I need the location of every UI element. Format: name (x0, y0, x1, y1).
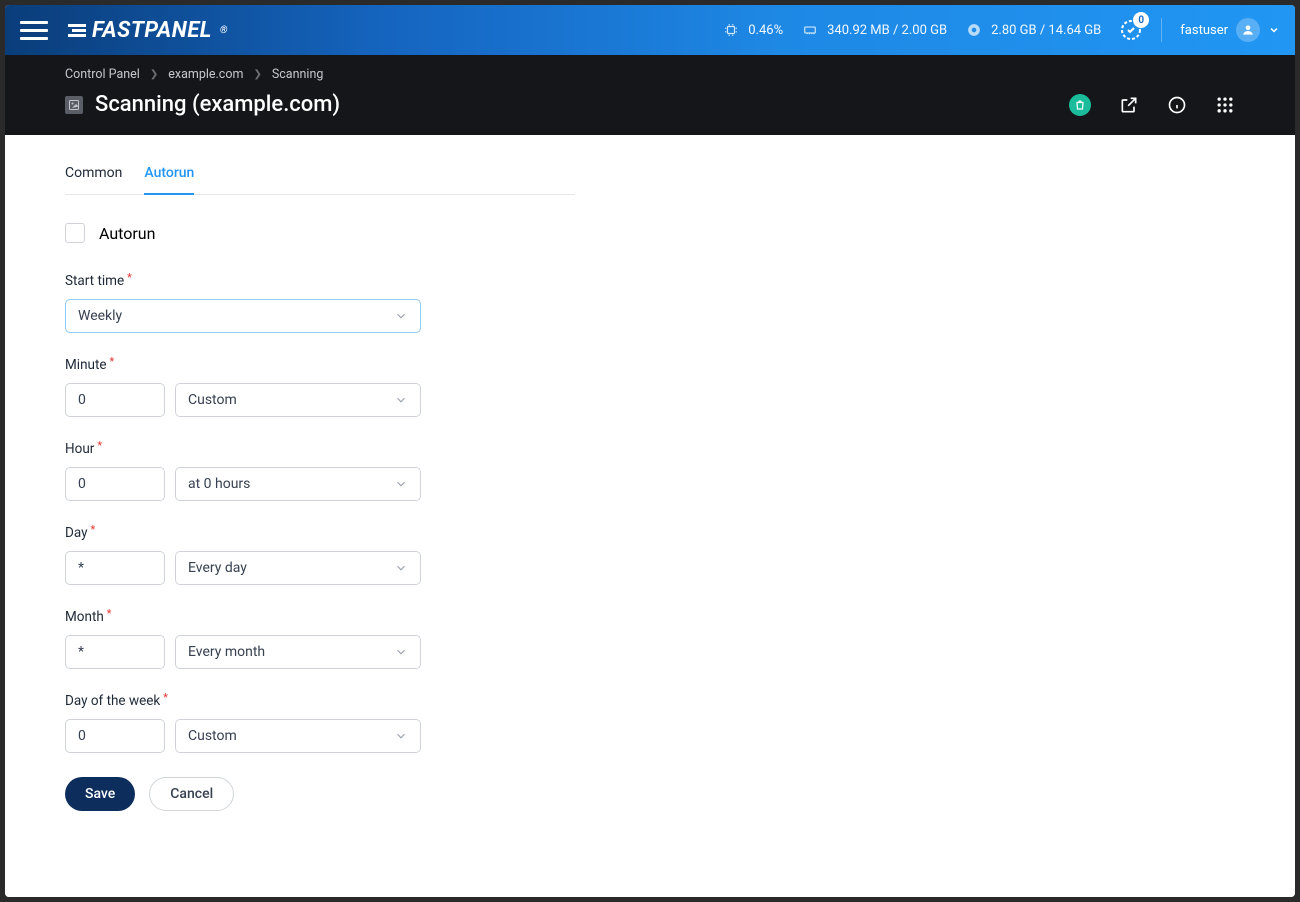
topbar-right: 0.46% 340.92 MB / 2.00 GB 2.80 GB / 14.6… (722, 18, 1280, 42)
hour-input[interactable] (65, 467, 165, 501)
required-mark: * (127, 271, 132, 287)
minute-label: Minute (65, 357, 107, 373)
autorun-checkbox[interactable] (65, 223, 85, 243)
breadcrumb: Control Panel ❯ example.com ❯ Scanning (65, 67, 1235, 82)
tab-common[interactable]: Common (65, 155, 122, 195)
hour-label: Hour (65, 441, 94, 457)
menu-icon[interactable] (20, 16, 48, 44)
disk-value: 2.80 GB / 14.64 GB (991, 23, 1101, 38)
start-time-select[interactable]: Weekly (65, 299, 421, 333)
form-buttons: Save Cancel (65, 777, 575, 811)
month-input[interactable] (65, 635, 165, 669)
breadcrumb-current: Scanning (272, 67, 324, 82)
external-link-icon[interactable] (1119, 95, 1139, 115)
required-mark: * (107, 607, 112, 623)
content: Common Autorun Autorun Start time* Weekl… (5, 135, 1295, 897)
chevron-right-icon: ❯ (253, 69, 261, 80)
page-title: Scanning (example.com) (65, 92, 340, 117)
breadcrumb-root[interactable]: Control Panel (65, 67, 140, 82)
divider (1161, 18, 1162, 42)
required-mark: * (110, 355, 115, 371)
month-label: Month (65, 609, 104, 625)
cpu-stat[interactable]: 0.46% (722, 23, 783, 38)
user-menu[interactable]: fastuser (1180, 18, 1280, 42)
minute-input[interactable] (65, 383, 165, 417)
breadcrumb-domain[interactable]: example.com (168, 67, 243, 82)
cancel-button[interactable]: Cancel (149, 777, 234, 811)
dow-field: Day of the week* Custom (65, 693, 575, 753)
save-button[interactable]: Save (65, 777, 135, 811)
start-time-field: Start time* Weekly (65, 273, 575, 333)
day-input[interactable] (65, 551, 165, 585)
autorun-checkbox-row: Autorun (65, 223, 575, 243)
day-select-value: Every day (188, 560, 247, 576)
logo-icon (68, 24, 86, 37)
required-mark: * (163, 691, 168, 707)
page-title-row: Scanning (example.com) (65, 92, 1235, 117)
month-field: Month* Every month (65, 609, 575, 669)
chevron-down-icon (394, 477, 408, 491)
apps-grid-icon[interactable] (1215, 95, 1235, 115)
start-time-value: Weekly (78, 308, 122, 324)
image-icon (65, 96, 83, 114)
month-select[interactable]: Every month (175, 635, 421, 669)
dow-select-value: Custom (188, 728, 237, 744)
page-title-text: Scanning (example.com) (95, 92, 340, 117)
autorun-form: Autorun Start time* Weekly Minute* Custo… (65, 195, 575, 811)
tab-autorun[interactable]: Autorun (144, 155, 194, 195)
required-mark: * (97, 439, 102, 455)
chevron-down-icon (394, 309, 408, 323)
disk-icon (965, 23, 983, 37)
avatar (1236, 18, 1260, 42)
notifications-button[interactable]: 0 (1119, 18, 1143, 42)
info-icon[interactable] (1167, 95, 1187, 115)
brand-name: FASTPANEL (92, 18, 212, 43)
memory-value: 340.92 MB / 2.00 GB (827, 23, 947, 38)
registered-mark: ® (220, 25, 228, 36)
subheader: Control Panel ❯ example.com ❯ Scanning S… (5, 55, 1295, 135)
chevron-down-icon (394, 729, 408, 743)
user-icon (1241, 23, 1255, 37)
dow-input[interactable] (65, 719, 165, 753)
memory-icon (801, 23, 819, 37)
day-select[interactable]: Every day (175, 551, 421, 585)
minute-select-value: Custom (188, 392, 237, 408)
hour-field: Hour* at 0 hours (65, 441, 575, 501)
header-actions (1069, 94, 1235, 116)
shopping-bag-icon (1074, 99, 1086, 111)
app-root: FASTPANEL ® 0.46% 340.92 MB / 2.00 GB 2.8… (5, 5, 1295, 897)
hour-select-value: at 0 hours (188, 476, 250, 492)
notif-badge: 0 (1133, 12, 1149, 28)
tabs: Common Autorun (65, 155, 575, 195)
minute-select[interactable]: Custom (175, 383, 421, 417)
disk-stat[interactable]: 2.80 GB / 14.64 GB (965, 23, 1101, 38)
hour-select[interactable]: at 0 hours (175, 467, 421, 501)
start-time-label: Start time (65, 273, 124, 289)
chevron-down-icon (394, 393, 408, 407)
cpu-icon (722, 23, 740, 37)
cpu-value: 0.46% (748, 23, 783, 38)
day-label: Day (65, 525, 88, 541)
cart-badge[interactable] (1069, 94, 1091, 116)
memory-stat[interactable]: 340.92 MB / 2.00 GB (801, 23, 947, 38)
minute-field: Minute* Custom (65, 357, 575, 417)
chevron-down-icon (394, 561, 408, 575)
required-mark: * (91, 523, 96, 539)
dow-label: Day of the week (65, 693, 160, 709)
brand-logo[interactable]: FASTPANEL ® (68, 18, 228, 43)
chevron-right-icon: ❯ (150, 69, 158, 80)
month-select-value: Every month (188, 644, 265, 660)
autorun-checkbox-label: Autorun (99, 224, 155, 243)
day-field: Day* Every day (65, 525, 575, 585)
topbar: FASTPANEL ® 0.46% 340.92 MB / 2.00 GB 2.8… (5, 5, 1295, 55)
chevron-down-icon (394, 645, 408, 659)
username: fastuser (1180, 23, 1228, 38)
chevron-down-icon (1268, 24, 1280, 36)
dow-select[interactable]: Custom (175, 719, 421, 753)
